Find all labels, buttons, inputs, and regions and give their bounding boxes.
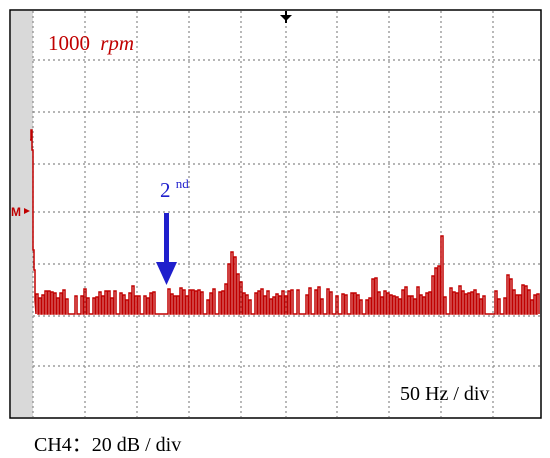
left-margin-strip [11,11,33,417]
reference-level-marker-icon: M [11,205,30,219]
screen-border [9,9,542,419]
down-arrow-icon [156,213,177,285]
channel-caption: CH4：20 dB / div [34,434,182,456]
trigger-position-icon [280,11,292,23]
speed-label: 1000 rpm [48,31,134,55]
harmonic-suffix: nd [176,176,190,191]
spectrum-trace [30,129,540,315]
timebase-label: 50 Hz / div [400,383,489,405]
harmonic-label: 2 nd [160,176,189,202]
speed-value: 1000 [48,31,90,55]
harmonic-order: 2 [160,178,171,202]
speed-unit: rpm [100,31,134,55]
reference-marker-label: M [11,205,21,219]
